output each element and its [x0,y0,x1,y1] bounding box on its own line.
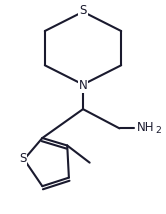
Text: NH: NH [137,122,154,134]
Text: S: S [79,4,87,16]
Text: N: N [79,79,87,92]
Text: 2: 2 [155,126,161,135]
Text: S: S [19,152,26,165]
